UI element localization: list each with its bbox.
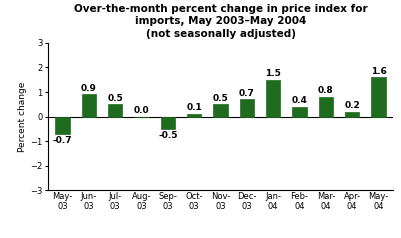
Bar [55,117,70,134]
Text: 0.1: 0.1 [186,104,202,112]
Text: 0.8: 0.8 [318,86,334,95]
Text: 1.6: 1.6 [371,67,387,75]
Bar [319,97,333,117]
Bar [240,99,254,117]
Bar [187,114,201,117]
Text: -0.5: -0.5 [158,131,178,140]
Text: 0.2: 0.2 [344,101,360,110]
Bar [266,80,280,117]
Bar [82,94,96,117]
Bar [345,112,359,117]
Text: -0.7: -0.7 [53,136,73,144]
Text: 0.5: 0.5 [107,94,123,103]
Text: 0.5: 0.5 [213,94,229,103]
Text: 0.0: 0.0 [134,106,150,115]
Bar [108,104,122,117]
Bar [371,77,386,117]
Text: 0.4: 0.4 [292,96,308,105]
Bar [292,107,307,117]
Bar [213,104,228,117]
Text: 0.9: 0.9 [81,84,97,93]
Text: 0.7: 0.7 [239,89,255,98]
Bar [161,117,175,129]
Y-axis label: Percent change: Percent change [18,81,27,152]
Title: Over-the-month percent change in price index for
imports, May 2003–May 2004
(not: Over-the-month percent change in price i… [74,4,367,39]
Text: 1.5: 1.5 [265,69,281,78]
